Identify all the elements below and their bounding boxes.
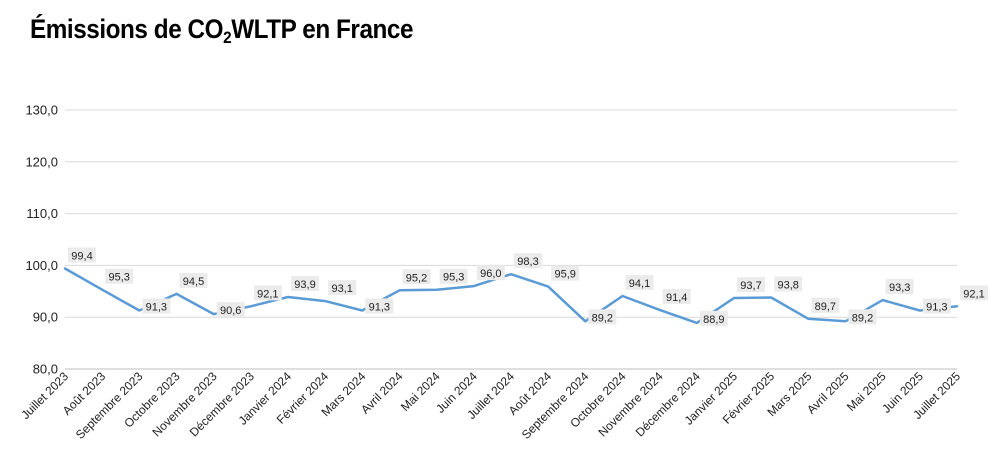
x-tick-label: Décembre 2023 [187,369,258,440]
data-label-text: 93,7 [740,280,761,292]
data-label-background [365,298,394,314]
data-label: 92,1 [960,285,988,301]
data-label-text: 91,3 [369,301,390,313]
y-tick-label: 130,0 [25,103,58,118]
data-label: 93,1 [328,280,357,296]
data-label-background [737,277,765,293]
data-label-background [514,253,542,269]
data-label-background [105,268,134,284]
data-label-background [885,279,914,295]
data-label: 93,9 [291,275,319,291]
data-label-background [253,285,282,301]
data-label-text: 91,4 [666,292,687,304]
data-label-text: 89,2 [852,312,873,324]
data-label-text: 91,3 [146,301,167,313]
data-label-background [328,280,357,296]
data-label: 94,5 [179,272,208,288]
data-label-background [922,298,951,314]
data-label-text: 95,2 [406,272,427,284]
data-label-background [291,275,319,291]
data-label-text: 93,8 [777,280,798,292]
data-label: 92,1 [253,285,282,301]
data-label-text: 93,9 [294,279,315,291]
data-label: 95,2 [402,269,431,285]
data-label-background [216,302,245,318]
data-label: 89,2 [848,309,877,325]
data-label-text: 89,2 [592,312,613,324]
data-label: 93,7 [737,277,765,293]
data-label: 91,3 [142,298,171,314]
chart-title-main: Émissions de CO [30,14,224,44]
y-tick-label: 80,0 [33,362,58,377]
data-label: 96,0 [476,265,505,281]
data-label-text: 88,9 [703,314,724,326]
data-label-text: 95,3 [108,272,129,284]
data-label-text: 92,1 [257,288,278,300]
data-label: 89,2 [588,309,617,325]
data-label-text: 95,9 [554,269,575,281]
data-label-background [699,310,728,326]
y-axis-ticks: 80,0 90,0 100,0 110,0 120,0 130,0 [25,103,58,377]
data-label: 95,3 [105,268,134,284]
chart-title: Émissions de CO2WLTP en France [30,14,414,47]
data-label-text: 94,5 [183,276,204,288]
data-label: 99,4 [68,247,96,263]
data-label-background [68,247,96,263]
data-label-background [439,268,468,284]
x-tick-label: Septembre 2024 [519,369,592,442]
data-label: 95,3 [439,268,468,284]
data-label: 91,3 [922,298,951,314]
data-label-text: 95,3 [443,272,464,284]
chart-title-rest: WLTP en France [231,14,414,44]
data-label-background [476,265,505,281]
data-label-background [588,309,617,325]
data-label: 88,9 [699,310,728,326]
data-label-background [142,298,171,314]
data-label: 91,3 [365,298,394,314]
data-label-background [960,285,988,301]
y-tick-label: 90,0 [33,310,58,325]
data-label-background [179,272,208,288]
y-tick-label: 100,0 [25,258,58,273]
data-label: 93,8 [774,276,803,292]
x-tick-label: Juillet 2023 [18,369,71,422]
data-label: 95,9 [551,265,580,281]
data-label-background [662,288,691,304]
data-label-text: 92,1 [963,288,984,300]
data-label: 89,7 [811,297,840,313]
data-label: 94,1 [625,274,654,290]
data-label: 90,6 [216,302,245,318]
data-label-text: 91,3 [926,301,947,313]
data-label: 93,3 [885,279,914,295]
y-tick-label: 110,0 [26,206,58,221]
x-tick-label: Décembre 2024 [633,369,704,440]
data-label-background [774,276,803,292]
data-label-background [402,269,431,285]
data-label-text: 93,3 [889,282,910,294]
gridlines [65,109,957,370]
data-label-text: 98,3 [517,256,538,268]
data-label: 98,3 [514,253,542,269]
data-label-text: 89,7 [815,301,836,313]
data-label: 91,4 [662,288,691,304]
data-label-text: 90,6 [220,305,241,317]
data-label-background [551,265,580,281]
data-label-background [625,274,654,290]
data-label-text: 94,1 [629,278,650,290]
data-label-background [848,309,877,325]
x-tick-label: Novembre 2023 [150,369,221,440]
chart-title-subscript: 2 [223,28,232,47]
data-labels: 99,4 95,3 91,3 94,5 90,6 92,1 93,9 93,1 91,3 95,2… [68,247,988,326]
data-label-text: 99,4 [71,251,92,263]
series-line [63,267,959,325]
data-label-background [811,297,840,313]
data-label-text: 96,0 [480,268,501,280]
x-tick-label: Novembre 2024 [596,369,667,440]
series-line-group [63,267,959,325]
x-tick-label: Septembre 2023 [73,369,146,442]
y-tick-label: 120,0 [25,154,58,169]
data-label-text: 93,1 [331,283,352,295]
